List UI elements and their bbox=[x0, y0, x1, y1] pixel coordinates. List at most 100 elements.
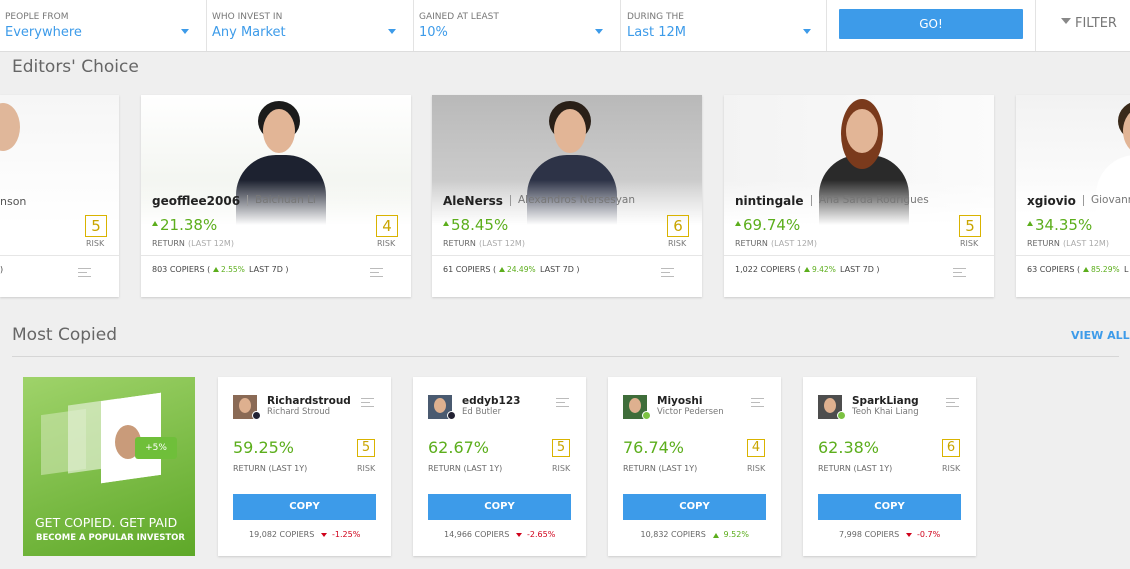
add-to-list-icon[interactable] bbox=[661, 268, 674, 277]
copy-button[interactable]: COPY bbox=[233, 494, 376, 520]
view-all-link[interactable]: VIEW ALL bbox=[1071, 329, 1130, 342]
divider bbox=[141, 255, 411, 256]
face bbox=[846, 109, 878, 153]
full-name: Alexandros Nersesyan bbox=[510, 195, 635, 206]
badge bbox=[642, 411, 651, 420]
add-to-list-icon[interactable] bbox=[370, 268, 383, 277]
copiers-change: -2.65% bbox=[527, 530, 556, 539]
username: Miyoshi bbox=[657, 395, 703, 407]
risk-label: RISK bbox=[668, 239, 687, 248]
face bbox=[263, 109, 295, 153]
trader-card[interactable]: Richardstroud Richard Stroud 59.25% RETURN … bbox=[218, 377, 391, 556]
up-arrow bbox=[1027, 221, 1033, 226]
investor-card[interactable]: xgiovio Giovanni 34.35% RETURN(LAST 12M) 63 … bbox=[1016, 95, 1130, 297]
full-name: Richard Stroud bbox=[267, 407, 330, 417]
copiers: 61 COPIERS ( bbox=[443, 265, 497, 274]
copy-button[interactable]: COPY bbox=[623, 494, 766, 520]
copiers: 14,966 COPIERS bbox=[444, 530, 510, 539]
add-to-list-icon[interactable] bbox=[556, 398, 569, 407]
avatar-face bbox=[434, 398, 446, 413]
filter-label: DURING THE bbox=[627, 12, 684, 22]
add-to-list-icon[interactable] bbox=[946, 398, 959, 407]
face bbox=[1123, 109, 1130, 153]
return-label: RETURN bbox=[1027, 239, 1060, 248]
copy-button[interactable]: COPY bbox=[818, 494, 961, 520]
risk-label: RISK bbox=[747, 464, 766, 473]
up-arrow bbox=[443, 221, 449, 226]
copiers-change: 9.52% bbox=[723, 530, 749, 539]
promo-banner[interactable]: +5% GET COPIED. GET PAID BECOME A POPULA… bbox=[23, 377, 195, 556]
up-arrow bbox=[152, 221, 158, 226]
risk-score: 5 bbox=[85, 215, 107, 237]
copiers-row: 14,966 COPIERS -2.65% bbox=[413, 530, 586, 542]
separator bbox=[1035, 0, 1036, 51]
full-name: Baichuan Li bbox=[247, 195, 316, 206]
badge bbox=[252, 411, 261, 420]
head bbox=[0, 103, 20, 151]
up-arrow bbox=[735, 221, 741, 226]
up-arrow bbox=[712, 533, 719, 538]
filter-label: PEOPLE FROM bbox=[5, 12, 69, 22]
return-period: (LAST 12M) bbox=[1063, 239, 1109, 248]
filter-value: Any Market bbox=[212, 25, 286, 40]
username: SparkLiang bbox=[852, 395, 919, 407]
full-name: Ed Butler bbox=[462, 407, 502, 417]
copiers-change: -1.25% bbox=[332, 530, 361, 539]
risk-score: 5 bbox=[959, 215, 981, 237]
dropdown-arrow bbox=[595, 29, 603, 34]
risk-label: RISK bbox=[377, 239, 396, 248]
return-label: RETURN bbox=[735, 239, 768, 248]
risk-score: 5 bbox=[357, 439, 375, 457]
investor-card[interactable]: nintingale Ana Sarda Rodrigues 69.74% RETUR… bbox=[724, 95, 994, 297]
add-to-list-icon[interactable] bbox=[953, 268, 966, 277]
return-label: RETURN (LAST 1Y) bbox=[233, 464, 308, 473]
copiers-row: 19,082 COPIERS -1.25% bbox=[218, 530, 391, 542]
trader-card[interactable]: eddyb123 Ed Butler 62.67% RETURN (LAST 1Y) 5… bbox=[413, 377, 586, 556]
filter-button[interactable]: FILTER bbox=[1075, 16, 1117, 31]
username: geofflee2006 bbox=[152, 194, 241, 208]
change-period: LAST 7D ) bbox=[540, 265, 580, 274]
username: nson bbox=[0, 195, 27, 208]
copiers: 19,082 COPIERS bbox=[249, 530, 315, 539]
section-title: Most Copied bbox=[12, 325, 118, 345]
investor-card[interactable]: nson 5 RISK) bbox=[0, 95, 119, 297]
filter-dropdown[interactable]: GAINED AT LEAST 10% bbox=[414, 0, 621, 51]
add-to-list-icon[interactable] bbox=[751, 398, 764, 407]
copiers: 10,832 COPIERS bbox=[640, 530, 706, 539]
copiers-change: 2.55% bbox=[221, 265, 245, 274]
up-arrow bbox=[804, 267, 810, 272]
add-to-list-icon[interactable] bbox=[361, 398, 374, 407]
filter-dropdown[interactable]: WHO INVEST IN Any Market bbox=[207, 0, 414, 51]
dropdown-arrow bbox=[181, 29, 189, 34]
return: 34.35% bbox=[1035, 216, 1093, 234]
copiers: 7,998 COPIERS bbox=[839, 530, 900, 539]
photo bbox=[0, 95, 119, 225]
filter-value: Last 12M bbox=[627, 25, 686, 40]
investor-card[interactable]: AleNerss Alexandros Nersesyan 58.45% RETURN… bbox=[432, 95, 702, 297]
divider bbox=[0, 255, 119, 256]
investor-card[interactable]: geofflee2006 Baichuan Li 21.38% RETURN (LAST… bbox=[141, 95, 411, 297]
copy-button[interactable]: COPY bbox=[428, 494, 571, 520]
go-button[interactable]: GO! bbox=[839, 9, 1023, 39]
full-name: Teoh Khai Liang bbox=[852, 407, 919, 417]
trader-card[interactable]: SparkLiang Teoh Khai Liang 62.38% RETURN (L… bbox=[803, 377, 976, 556]
return-label: RETURN (LAST 1Y) bbox=[818, 464, 893, 473]
change-period: LAST 7D ) bbox=[840, 265, 880, 274]
username: Richardstroud bbox=[267, 395, 351, 407]
up-arrow bbox=[213, 267, 219, 272]
risk-score: 4 bbox=[747, 439, 765, 457]
filter-dropdown[interactable]: DURING THE Last 12M bbox=[622, 0, 827, 51]
filter-dropdown[interactable]: PEOPLE FROM Everywhere bbox=[0, 0, 207, 51]
return-label: RETURN bbox=[443, 239, 476, 248]
return-period: (LAST 12M) bbox=[479, 239, 525, 248]
copiers-change: 9.42% bbox=[812, 265, 836, 274]
return: 21.38% bbox=[160, 216, 218, 234]
risk-label: RISK bbox=[942, 464, 961, 473]
up-arrow bbox=[1083, 267, 1089, 272]
username: nintingale bbox=[735, 194, 804, 208]
change-period: L bbox=[1124, 265, 1129, 274]
photo-fade bbox=[141, 180, 411, 225]
add-to-list-icon[interactable] bbox=[78, 268, 91, 277]
trader-card[interactable]: Miyoshi Victor Pedersen 76.74% RETURN (LAST… bbox=[608, 377, 781, 556]
